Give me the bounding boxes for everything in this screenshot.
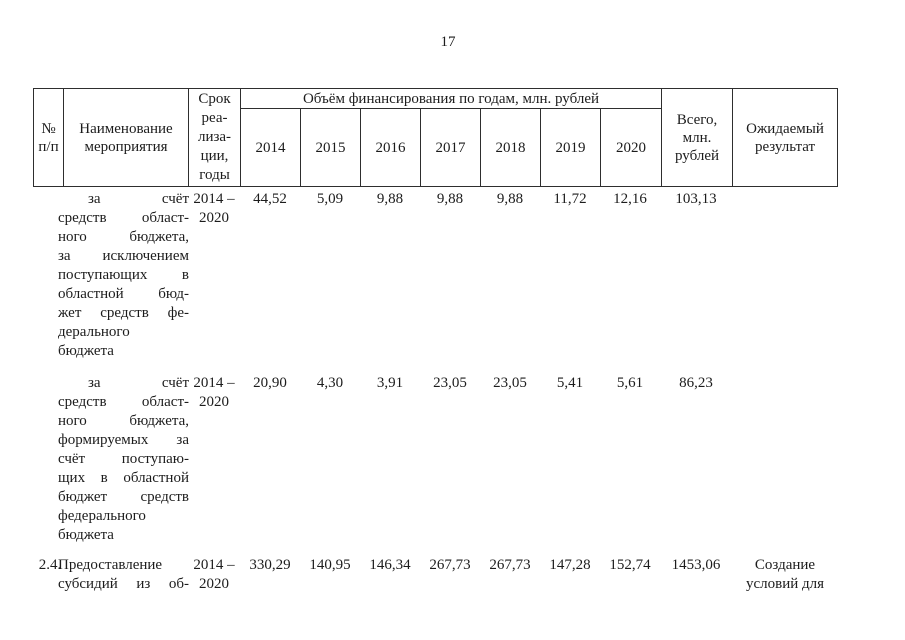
row-period: 2014 – 2020 bbox=[188, 190, 240, 228]
year-column-header: 2019 bbox=[541, 109, 601, 186]
row-number: 2.4. bbox=[38, 557, 62, 573]
row-period-line: 2020 bbox=[199, 576, 229, 592]
row-name-line: бюджет средств bbox=[58, 489, 189, 505]
row-result-line: Создание bbox=[754, 557, 816, 573]
row-year-value: 5,41 bbox=[556, 375, 584, 391]
header-col-result: Ожидаемый результат bbox=[733, 89, 837, 186]
year-column-header: 2015 bbox=[301, 109, 361, 186]
text-line: мероприятия bbox=[84, 138, 168, 155]
row-name: Предоставление субсидий из об- bbox=[58, 556, 189, 594]
row-period-line: 2014 – bbox=[193, 191, 235, 207]
row-year-value: 330,29 bbox=[249, 557, 291, 573]
row-year-value: 11,72 bbox=[553, 191, 587, 207]
row-year-value: 4,30 bbox=[316, 375, 344, 391]
row-name-line: Предоставление bbox=[58, 557, 163, 573]
row-name-line: жет средств фе- bbox=[58, 305, 189, 321]
text-line: годы bbox=[199, 167, 230, 183]
header-col-name: Наименование мероприятия bbox=[64, 89, 189, 186]
row-year-value: 9,88 bbox=[436, 191, 464, 207]
text-line: рублей bbox=[674, 147, 720, 164]
row-year-value: 23,05 bbox=[493, 375, 527, 391]
row-name-line: за счёт bbox=[88, 191, 189, 207]
row-name-line: субсидий из об- bbox=[58, 576, 189, 592]
year-column-header: 2018 bbox=[481, 109, 541, 186]
year-column-header: 2020 bbox=[616, 139, 646, 156]
row-total: 103,13 bbox=[675, 191, 717, 207]
text-line: результат bbox=[754, 138, 816, 155]
row-name-line: ного бюджета, bbox=[58, 229, 189, 245]
text-line: реа- bbox=[201, 110, 228, 126]
row-year-value: 44,52 bbox=[253, 191, 287, 207]
row-name-line: за исключением bbox=[58, 248, 189, 264]
page-number: 17 bbox=[440, 34, 456, 50]
row-year-value: 147,28 bbox=[549, 557, 591, 573]
row-result-line: условий для bbox=[745, 576, 825, 592]
table-header: № п/п Наименование мероприятия Срок реа-лиз… bbox=[33, 88, 838, 187]
row-result: Создание условий для bbox=[732, 556, 838, 594]
row-period: 2014 – 2020 bbox=[188, 556, 240, 594]
row-period-line: 2020 bbox=[199, 210, 229, 226]
row-name: за счёт средств област-ного бюджета, за ис… bbox=[58, 190, 189, 361]
text-line: № bbox=[41, 120, 56, 137]
row-name-line: за счёт bbox=[88, 375, 189, 391]
row-period-line: 2014 – bbox=[193, 375, 235, 391]
row-name-line: ного бюджета, bbox=[58, 413, 189, 429]
row-name-line: областной бюд- bbox=[58, 286, 189, 302]
row-name-line: дерального bbox=[58, 324, 130, 340]
row-year-value: 3,91 bbox=[376, 375, 404, 391]
row-name-line: поступающих в bbox=[58, 267, 189, 283]
row-name-line: средств област- bbox=[58, 394, 189, 410]
row-year-value: 20,90 bbox=[253, 375, 287, 391]
year-column-header: 2016 bbox=[361, 109, 421, 186]
text-line: п/п bbox=[38, 138, 59, 155]
row-year-value: 5,09 bbox=[316, 191, 344, 207]
text-line: Срок bbox=[198, 91, 231, 107]
row-period: 2014 – 2020 bbox=[188, 374, 240, 412]
row-name-line: федерального bbox=[58, 508, 146, 524]
row-year-value: 9,88 bbox=[376, 191, 404, 207]
text-line: ции, bbox=[200, 148, 229, 164]
row-year-value: 267,73 bbox=[489, 557, 531, 573]
row-period-line: 2020 bbox=[199, 394, 229, 410]
row-year-value: 267,73 bbox=[429, 557, 471, 573]
year-column-header: 2017 bbox=[421, 109, 481, 186]
row-period-line: 2014 – bbox=[193, 557, 235, 573]
text-line: лиза- bbox=[197, 129, 232, 145]
row-name-line: средств област- bbox=[58, 210, 189, 226]
header-col-period: Срок реа-лиза-ции, годы bbox=[189, 89, 241, 186]
row-name-line: бюджета bbox=[58, 527, 114, 543]
row-year-value: 12,16 bbox=[613, 191, 647, 207]
row-year-value: 140,95 bbox=[309, 557, 351, 573]
row-year-value: 9,88 bbox=[496, 191, 524, 207]
row-name-line: формируемых за bbox=[58, 432, 189, 448]
row-name-line: счёт поступаю- bbox=[58, 451, 189, 467]
text-line: Всего, bbox=[676, 111, 718, 128]
text-line: млн. bbox=[682, 129, 712, 146]
year-column-header: 2014 bbox=[241, 109, 301, 186]
row-name: за счёт средств област-ного бюджета, форми… bbox=[58, 374, 189, 545]
text-line: Наименование bbox=[79, 120, 173, 137]
row-name-line: бюджета bbox=[58, 343, 114, 359]
row-total: 86,23 bbox=[679, 375, 713, 391]
row-year-value: 152,74 bbox=[609, 557, 651, 573]
header-finance-span: Объём финансирования по годам, млн. рубл… bbox=[241, 89, 661, 109]
row-total: 1453,06 bbox=[671, 557, 721, 573]
row-year-value: 5,61 bbox=[616, 375, 644, 391]
row-year-value: 23,05 bbox=[433, 375, 467, 391]
header-col-number: № п/п bbox=[34, 89, 64, 186]
row-year-value: 146,34 bbox=[369, 557, 411, 573]
text-line: Ожидаемый bbox=[746, 120, 824, 137]
row-name-line: щих в областной bbox=[58, 470, 189, 486]
header-col-total: Всего, млн. рублей bbox=[661, 89, 733, 186]
